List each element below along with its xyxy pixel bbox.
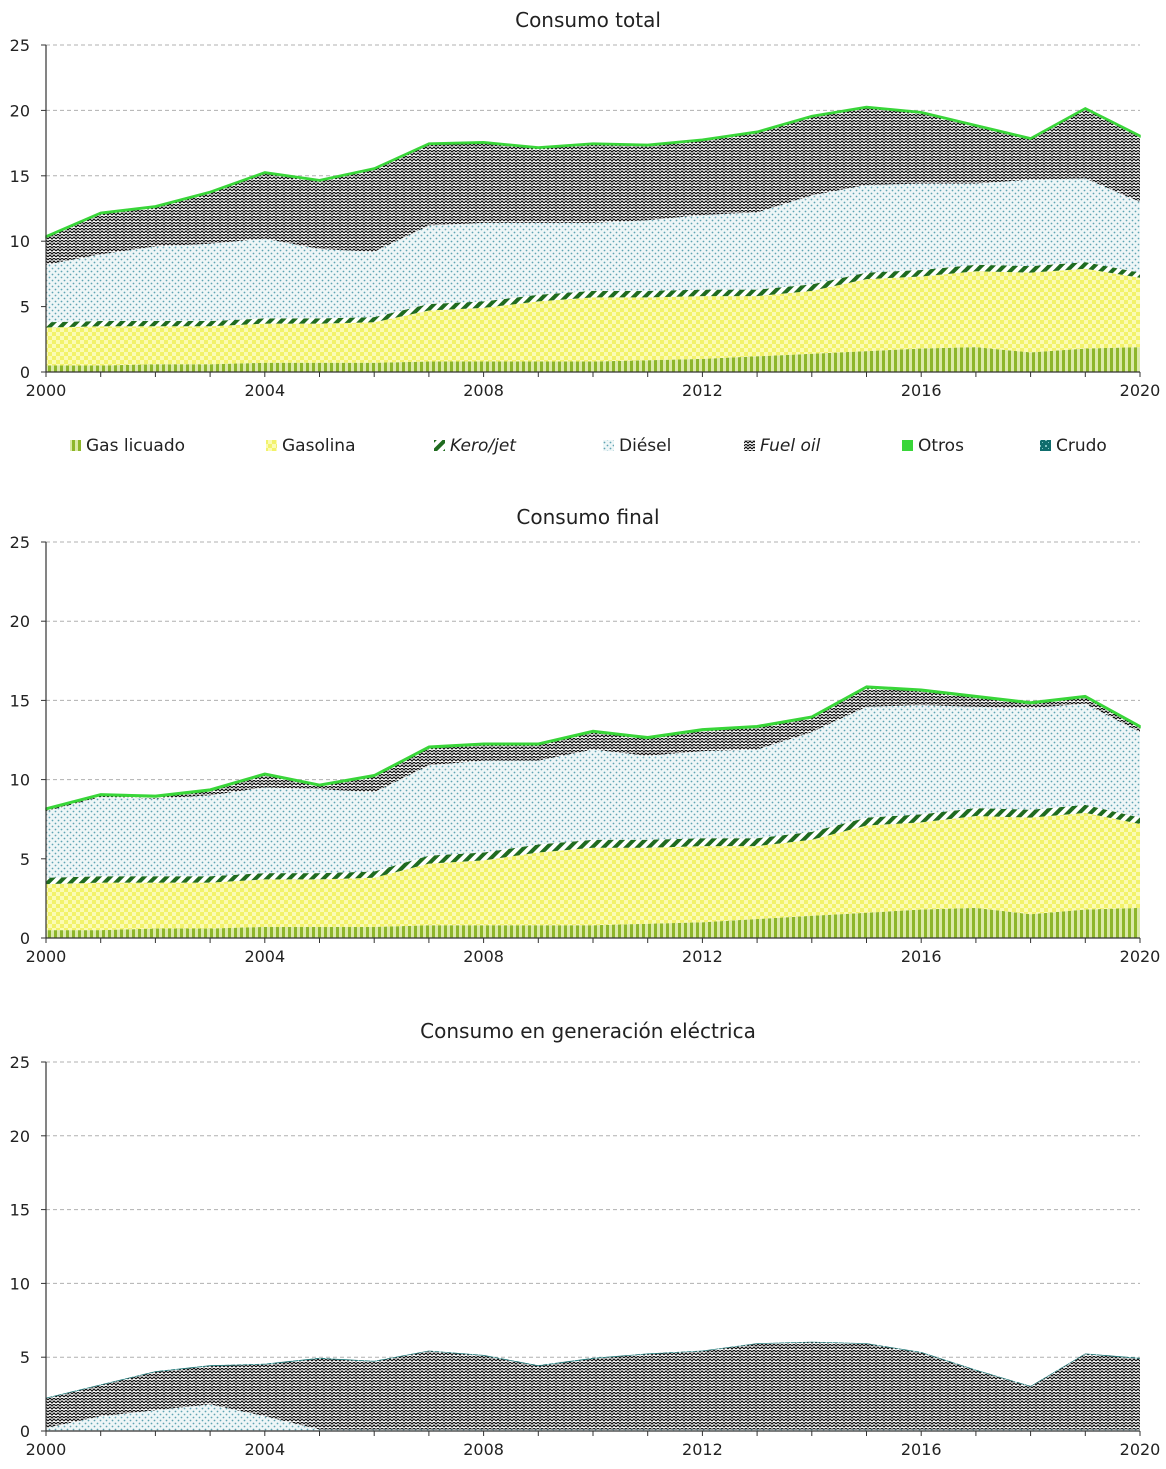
y-tick-label: 5 xyxy=(20,850,30,869)
legend-label: Otros xyxy=(918,436,964,456)
chart-consumo-total: Consumo total 0 5 10 15 20 25 2000 2004 2008 2012… xyxy=(10,8,1161,400)
x-tick-label: 2012 xyxy=(682,1440,723,1459)
y-tick-label: 25 xyxy=(10,533,30,552)
area-series-group xyxy=(45,105,1141,372)
legend-label: Gas licuado xyxy=(86,436,185,456)
y-tick-label: 15 xyxy=(10,1201,30,1220)
x-tick-label: 2008 xyxy=(463,947,504,966)
x-tick-label: 2016 xyxy=(901,381,942,400)
area-diesel xyxy=(46,178,1140,323)
area-kero-jet xyxy=(46,262,1140,328)
y-tick-label: 10 xyxy=(10,1274,30,1293)
legend-item-gas-licuado: Gas licuado xyxy=(70,436,185,456)
x-tick-label: 2020 xyxy=(1120,1440,1161,1459)
x-tick-label: 2004 xyxy=(244,947,285,966)
y-tick-label: 0 xyxy=(20,929,30,948)
legend-label: Diésel xyxy=(619,436,671,456)
y-tick-label: 20 xyxy=(10,612,30,631)
legend-item-crudo: Crudo xyxy=(1040,436,1107,456)
chart-consumo-generacion-electrica: Consumo en generación eléctrica 0 5 10 15 20… xyxy=(10,1019,1161,1459)
area-gasolina xyxy=(46,268,1140,366)
legend-item-otros: Otros xyxy=(902,436,964,456)
legend-swatch xyxy=(434,440,445,451)
x-tick-label: 2020 xyxy=(1120,381,1161,400)
legend-label: Fuel oil xyxy=(760,436,821,456)
y-tick-label: 0 xyxy=(20,1422,30,1441)
area-otros xyxy=(45,105,1141,239)
x-tick-label: 2004 xyxy=(244,381,285,400)
legend-item-diesel: Diésel xyxy=(603,436,671,456)
area-kero-jet xyxy=(46,804,1140,885)
area-gas-licuado xyxy=(46,347,1140,372)
area-series-group xyxy=(45,685,1141,938)
y-tick-label: 20 xyxy=(10,101,30,120)
y-tick-label: 10 xyxy=(10,771,30,790)
y-tick-label: 10 xyxy=(10,232,30,251)
area-gasolina xyxy=(46,812,1140,931)
legend-swatch xyxy=(603,440,614,451)
y-tick-label: 25 xyxy=(10,1053,30,1072)
legend-swatch xyxy=(266,440,277,451)
y-tick-label: 5 xyxy=(20,298,30,317)
x-tick-label: 2000 xyxy=(26,1440,67,1459)
chart-title: Consumo en generación eléctrica xyxy=(420,1019,756,1043)
area-diesel xyxy=(46,1404,1140,1431)
x-tick-label: 2012 xyxy=(682,947,723,966)
x-tick-label: 2008 xyxy=(463,1440,504,1459)
legend-swatch xyxy=(70,440,81,451)
legend-item-fuel-oil: Fuel oil xyxy=(744,436,821,456)
y-tick-label: 5 xyxy=(20,1348,30,1367)
chart-consumo-final: Consumo final 0 5 10 15 20 25 2000 2004 2008 2012… xyxy=(10,505,1161,966)
area-diesel xyxy=(46,703,1140,878)
legend-swatch xyxy=(744,440,755,451)
chart-title: Consumo total xyxy=(515,8,661,32)
x-tick-label: 2004 xyxy=(244,1440,285,1459)
area-fuel-oil xyxy=(46,1342,1140,1430)
x-tick-label: 2008 xyxy=(463,381,504,400)
y-tick-label: 20 xyxy=(10,1127,30,1146)
area-otros xyxy=(45,685,1141,811)
legend-item-kero-jet: Kero/jet xyxy=(434,436,517,456)
y-tick-label: 25 xyxy=(10,36,30,55)
x-tick-label: 2020 xyxy=(1120,947,1161,966)
chart-title: Consumo final xyxy=(516,505,659,529)
legend-swatch xyxy=(902,440,913,451)
y-tick-label: 0 xyxy=(20,363,30,382)
x-tick-label: 2000 xyxy=(26,381,67,400)
x-tick-label: 2016 xyxy=(901,947,942,966)
area-series-group xyxy=(46,1341,1140,1431)
x-tick-label: 2016 xyxy=(901,1440,942,1459)
area-gas-licuado xyxy=(46,907,1140,938)
legend-label: Gasolina xyxy=(282,436,356,456)
legend-label: Crudo xyxy=(1056,436,1107,456)
x-tick-label: 2000 xyxy=(26,947,67,966)
y-tick-label: 15 xyxy=(10,691,30,710)
legend-swatch xyxy=(1040,440,1051,451)
area-fuel-oil xyxy=(46,687,1140,812)
x-tick-label: 2012 xyxy=(682,381,723,400)
y-tick-label: 15 xyxy=(10,167,30,186)
legend-label: Kero/jet xyxy=(450,436,517,456)
area-fuel-oil xyxy=(46,107,1140,265)
legend: Gas licuado Gasolina Kero/jet Diésel Fuel oi… xyxy=(70,436,1107,456)
legend-item-gasolina: Gasolina xyxy=(266,436,356,456)
